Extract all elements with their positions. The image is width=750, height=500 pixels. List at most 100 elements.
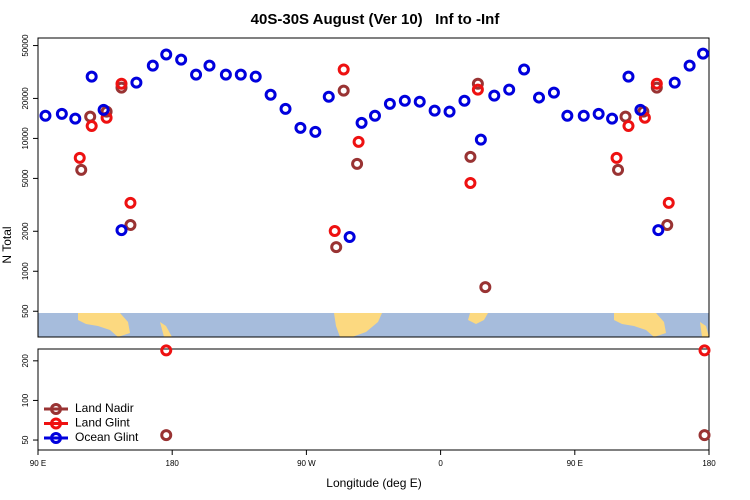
- point: [428, 104, 441, 117]
- point: [294, 121, 307, 134]
- point: [697, 47, 710, 60]
- point: [368, 109, 381, 122]
- point: [698, 344, 711, 357]
- point: [219, 68, 232, 81]
- point: [634, 103, 647, 116]
- point: [662, 196, 675, 209]
- legend-label: Ocean Glint: [75, 430, 139, 444]
- point: [652, 224, 665, 237]
- point: [622, 70, 635, 83]
- point: [561, 109, 574, 122]
- point: [352, 135, 365, 148]
- plot-frame: [37, 348, 710, 451]
- point: [343, 231, 356, 244]
- chart-title: 40S-30S August (Ver 10) Inf to -Inf: [251, 11, 501, 28]
- legend-label: Land Glint: [75, 416, 130, 430]
- point: [39, 109, 52, 122]
- point: [160, 48, 173, 61]
- x-tick-label: 90 E: [567, 459, 583, 468]
- legend-marker: [50, 417, 62, 430]
- point: [279, 102, 292, 115]
- point: [413, 95, 426, 108]
- point: [309, 125, 322, 138]
- point: [398, 94, 411, 107]
- legend-marker: [50, 403, 62, 415]
- point: [115, 224, 128, 237]
- point: [533, 91, 546, 104]
- point: [203, 59, 216, 72]
- point: [650, 77, 663, 90]
- x-axis-label: Longitude (deg E): [326, 476, 421, 490]
- point: [130, 76, 143, 89]
- y-tick-label: 100: [21, 393, 30, 407]
- x-tick-label: 180: [702, 459, 716, 468]
- point: [479, 281, 492, 294]
- point: [592, 107, 605, 120]
- point: [84, 110, 97, 123]
- point: [85, 120, 98, 133]
- point: [503, 83, 516, 96]
- point: [464, 150, 477, 163]
- y-tick-label: 50000: [21, 34, 30, 57]
- point: [337, 84, 350, 97]
- point: [471, 83, 484, 96]
- point: [668, 76, 681, 89]
- point: [97, 103, 110, 116]
- point: [264, 88, 277, 101]
- point: [471, 77, 484, 90]
- point: [518, 63, 531, 76]
- point: [249, 70, 262, 83]
- point: [683, 59, 696, 72]
- plot-frame: [37, 37, 710, 338]
- map-strip: [38, 313, 709, 337]
- y-tick-label: 1000: [21, 262, 30, 280]
- point: [474, 133, 487, 146]
- y-tick-label: 50: [21, 435, 30, 444]
- point: [124, 196, 137, 209]
- point: [661, 218, 674, 231]
- point: [330, 241, 343, 254]
- point: [355, 116, 368, 129]
- point: [175, 53, 188, 66]
- y-tick-label: 5000: [21, 169, 30, 187]
- point: [55, 107, 68, 120]
- y-tick-label: 200: [21, 354, 30, 368]
- point: [234, 68, 247, 81]
- point: [146, 59, 159, 72]
- point: [443, 105, 456, 118]
- point: [619, 110, 632, 123]
- y-axis-label: N Total: [0, 226, 14, 263]
- x-tick-label: 90 E: [30, 459, 46, 468]
- point: [606, 112, 619, 125]
- point: [328, 224, 341, 237]
- x-tick-label: 180: [166, 459, 180, 468]
- point: [73, 151, 86, 164]
- point: [322, 90, 335, 103]
- x-tick-label: 0: [438, 459, 443, 468]
- point: [124, 218, 137, 231]
- point: [337, 63, 350, 76]
- point: [383, 97, 396, 110]
- point: [115, 77, 128, 90]
- legend-label: Land Nadir: [75, 401, 134, 415]
- y-tick-label: 500: [21, 304, 30, 318]
- x-tick-label: 90 W: [297, 459, 316, 468]
- point: [190, 68, 203, 81]
- point: [622, 120, 635, 133]
- point: [160, 344, 173, 357]
- y-tick-label: 10000: [21, 127, 30, 150]
- point: [577, 109, 590, 122]
- point: [458, 94, 471, 107]
- point: [160, 429, 173, 442]
- point: [698, 429, 711, 442]
- point: [75, 163, 88, 176]
- point: [85, 70, 98, 83]
- legend-marker: [50, 432, 62, 444]
- point: [351, 157, 364, 170]
- point: [547, 86, 560, 99]
- point: [612, 163, 625, 176]
- y-tick-label: 20000: [21, 87, 30, 110]
- point: [69, 112, 82, 125]
- point: [610, 151, 623, 164]
